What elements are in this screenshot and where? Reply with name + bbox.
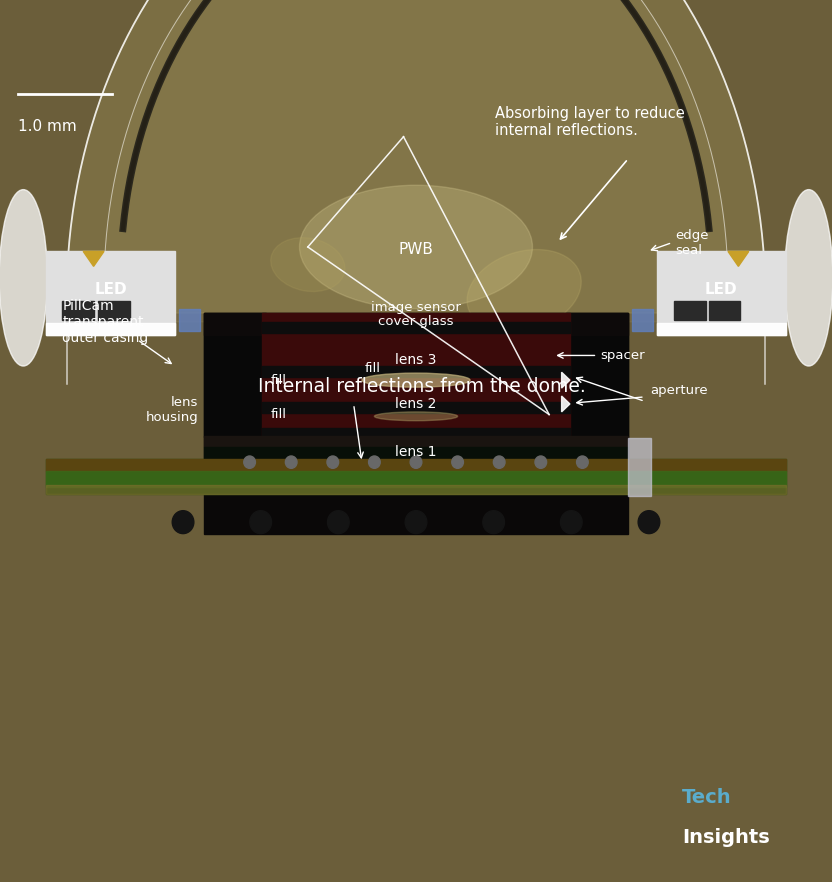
Text: Insights: Insights — [682, 827, 770, 847]
Ellipse shape — [0, 190, 47, 366]
Bar — [657, 323, 786, 335]
Ellipse shape — [467, 250, 582, 333]
Text: Internal reflections from the dome.: Internal reflections from the dome. — [258, 377, 586, 396]
Ellipse shape — [270, 237, 345, 292]
Text: Absorbing layer to reduce
internal reflections.: Absorbing layer to reduce internal refle… — [495, 106, 685, 138]
Text: image sensor: image sensor — [371, 302, 461, 314]
Bar — [46, 459, 786, 471]
Bar — [204, 313, 628, 534]
Circle shape — [172, 511, 194, 534]
Ellipse shape — [362, 373, 470, 387]
Polygon shape — [728, 251, 749, 266]
Bar — [262, 366, 570, 377]
Text: fill: fill — [364, 363, 380, 375]
Polygon shape — [562, 372, 570, 388]
Bar — [204, 313, 266, 437]
Text: LED: LED — [94, 281, 127, 297]
Text: 1.0 mm: 1.0 mm — [18, 119, 77, 134]
Bar — [204, 313, 628, 335]
Text: PillCam
transparent
outer casing: PillCam transparent outer casing — [62, 299, 149, 345]
Text: edge
seal: edge seal — [676, 228, 709, 257]
Bar — [204, 436, 628, 447]
Bar — [204, 447, 628, 459]
Circle shape — [250, 511, 271, 534]
Bar — [657, 251, 786, 335]
Bar — [566, 313, 628, 437]
Circle shape — [535, 456, 547, 468]
Text: lens 1: lens 1 — [395, 445, 437, 459]
Text: LED: LED — [705, 281, 738, 297]
Circle shape — [638, 511, 660, 534]
Circle shape — [577, 456, 588, 468]
Circle shape — [244, 456, 255, 468]
Circle shape — [493, 456, 505, 468]
Circle shape — [285, 456, 297, 468]
Text: lens 2: lens 2 — [395, 397, 437, 411]
Polygon shape — [83, 251, 104, 266]
Bar — [46, 485, 786, 494]
Ellipse shape — [785, 190, 832, 366]
Bar — [709, 301, 740, 320]
Bar — [628, 438, 651, 496]
Text: cover glass: cover glass — [379, 315, 453, 327]
Bar — [98, 301, 130, 320]
Bar — [632, 309, 653, 331]
Bar — [179, 309, 200, 331]
Bar — [46, 459, 786, 494]
Polygon shape — [562, 396, 570, 412]
Polygon shape — [67, 0, 765, 313]
Circle shape — [405, 511, 427, 534]
Bar — [262, 402, 570, 413]
Text: spacer: spacer — [601, 349, 646, 362]
Polygon shape — [104, 0, 728, 322]
Bar — [46, 323, 175, 335]
Ellipse shape — [374, 412, 458, 421]
Bar — [262, 313, 570, 437]
Circle shape — [369, 456, 380, 468]
Circle shape — [483, 511, 504, 534]
Circle shape — [327, 456, 339, 468]
Bar — [674, 301, 706, 320]
Text: lens
housing: lens housing — [146, 396, 198, 424]
Bar — [262, 322, 570, 333]
Text: fill: fill — [270, 408, 286, 421]
Ellipse shape — [300, 185, 532, 309]
Circle shape — [561, 511, 582, 534]
Text: fill: fill — [270, 374, 286, 386]
Text: Tech: Tech — [682, 788, 732, 807]
Bar — [46, 471, 786, 487]
Text: lens 3: lens 3 — [395, 353, 437, 367]
Bar — [46, 251, 175, 335]
Text: aperture: aperture — [651, 385, 708, 397]
Circle shape — [328, 511, 349, 534]
Bar — [262, 428, 570, 437]
Text: PWB: PWB — [399, 242, 433, 258]
Circle shape — [410, 456, 422, 468]
Circle shape — [452, 456, 463, 468]
Bar — [62, 301, 94, 320]
